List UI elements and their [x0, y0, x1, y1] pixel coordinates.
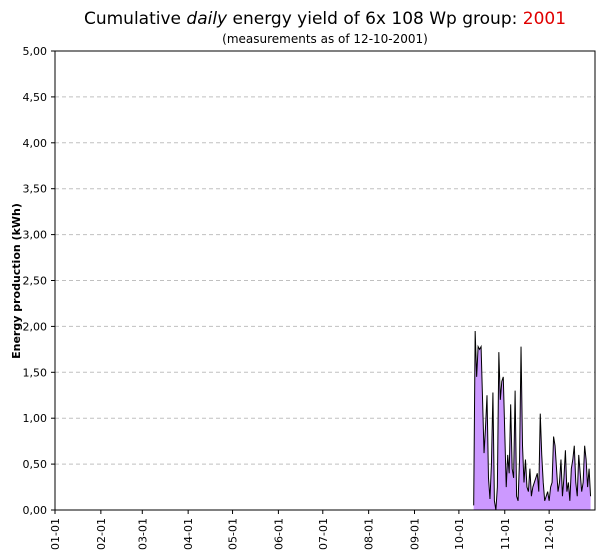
x-tick-label: 02-01 [95, 518, 108, 550]
y-tick-label: 5,00 [23, 45, 48, 58]
x-tick-label: 05-01 [227, 518, 240, 550]
x-tick-label: 06-01 [272, 518, 285, 550]
y-tick-label: 0,00 [23, 504, 48, 517]
y-tick-label: 0,50 [23, 458, 48, 471]
x-tick-label: 10-01 [453, 518, 466, 550]
x-tick-label: 04-01 [182, 518, 195, 550]
y-tick-label: 2,00 [23, 320, 48, 333]
energy-area [473, 330, 591, 510]
y-axis-label: Energy production (kWh) [10, 203, 23, 359]
x-tick-label: 11-01 [499, 518, 512, 550]
y-tick-label: 2,50 [23, 275, 48, 288]
x-tick-label: 08-01 [363, 518, 376, 550]
x-tick-label: 03-01 [136, 518, 149, 550]
title-year: 2001 [522, 9, 567, 29]
y-tick-label: 3,50 [23, 183, 48, 196]
x-tick-label: 07-01 [317, 518, 330, 550]
y-tick-label: 4,00 [23, 137, 48, 150]
chart-subtitle: (measurements as of 12-10-2001) [222, 32, 428, 46]
y-tick-label: 3,00 [23, 229, 48, 242]
x-tick-label: 09-01 [409, 518, 422, 550]
x-tick-label: 12-01 [543, 518, 556, 550]
x-tick-label: 01-01 [49, 518, 62, 550]
y-tick-label: 1,50 [23, 366, 48, 379]
chart-title: Cumulative daily energy yield of 6x 108 … [83, 9, 567, 29]
energy-line [473, 330, 592, 511]
y-tick-label: 1,00 [23, 412, 48, 425]
y-tick-label: 4,50 [23, 91, 48, 104]
